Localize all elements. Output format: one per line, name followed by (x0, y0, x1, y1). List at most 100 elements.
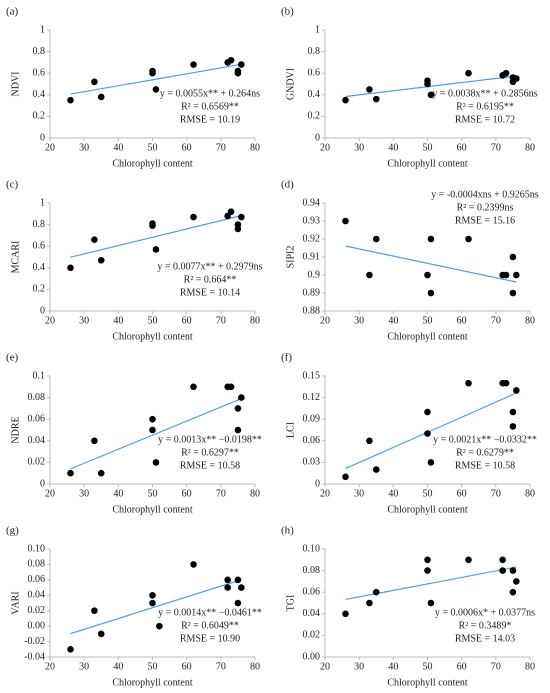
x-tick-label: 60 (457, 661, 467, 672)
data-point (91, 607, 98, 615)
x-tick-label: 80 (250, 315, 260, 326)
data-point (224, 584, 231, 591)
data-point (91, 236, 98, 244)
x-axis-label: Chlorophyll content (112, 677, 192, 688)
x-tick-label: 70 (216, 661, 226, 672)
data-point (465, 69, 472, 77)
data-point (234, 576, 242, 584)
y-tick-label: 0.2 (308, 111, 321, 122)
trend-line (345, 75, 517, 98)
x-axis-label: Chlorophyll content (112, 158, 192, 169)
annotation: R² = 0.6049** (181, 620, 239, 631)
y-tick-label: 0.8 (33, 46, 46, 57)
x-tick-label: 20 (320, 315, 330, 326)
annotation: y = 0.0014x** −0.0461** (158, 607, 262, 618)
y-tick-label: 0 (315, 478, 320, 489)
y-tick-label: 0.91 (303, 251, 321, 262)
x-axis-label: Chlorophyll content (387, 677, 467, 688)
annotation: RMSE = 10.19 (180, 114, 240, 125)
data-point (152, 246, 160, 253)
data-point (91, 437, 98, 445)
data-point (366, 599, 373, 607)
y-tick-label: 0.08 (28, 559, 46, 570)
data-point (424, 408, 431, 416)
data-point (424, 556, 431, 564)
annotation: y = 0.0013x** −0.0198** (158, 434, 262, 445)
y-tick-label: 0.6 (33, 67, 46, 78)
y-tick-label: 0.09 (303, 413, 321, 424)
trend-line (345, 566, 517, 601)
annotation: RMSE = 10.58 (455, 460, 515, 471)
x-tick-label: 30 (354, 315, 364, 326)
y-tick-label: 0 (40, 132, 45, 143)
data-point (502, 69, 510, 77)
y-tick-label: 0.06 (28, 413, 46, 424)
x-tick-label: 60 (457, 142, 467, 153)
data-point (499, 556, 506, 564)
x-tick-label: 40 (388, 661, 398, 672)
x-axis-label: Chlorophyll content (387, 504, 467, 515)
y-tick-label: 0.6 (33, 240, 46, 251)
x-tick-label: 20 (45, 488, 55, 499)
data-point (234, 426, 242, 434)
data-point (366, 437, 373, 445)
y-tick-label: 0.03 (303, 457, 321, 468)
y-axis-label: SIPI2 (285, 246, 296, 269)
trend-line (70, 215, 242, 258)
x-tick-label: 60 (182, 488, 192, 499)
data-point (156, 622, 163, 630)
x-tick-label: 70 (491, 661, 501, 672)
data-point (513, 578, 520, 585)
data-point (190, 383, 197, 391)
data-point (234, 221, 242, 228)
annotation: RMSE = 10.90 (180, 633, 240, 644)
x-tick-label: 60 (182, 315, 192, 326)
x-axis-label: Chlorophyll content (112, 331, 192, 342)
y-tick-label: 0.4 (33, 89, 46, 100)
annotation: R² = 0.6279** (456, 447, 514, 458)
data-point (502, 271, 510, 279)
data-point (190, 213, 197, 221)
y-tick-label: 0.00 (303, 651, 321, 662)
panel-label: (b) (281, 6, 294, 18)
data-point (342, 610, 349, 618)
trend-line (345, 392, 517, 470)
data-point (97, 93, 105, 101)
x-tick-label: 40 (113, 142, 123, 153)
panel-label: (c) (6, 179, 19, 191)
data-point (513, 271, 520, 279)
y-tick-label: 1 (315, 24, 320, 35)
y-axis-label: TGI (285, 595, 296, 612)
y-tick-label: 1 (40, 197, 45, 208)
x-tick-label: 70 (491, 488, 501, 499)
trend-line (345, 245, 517, 283)
y-axis-label: VARI (10, 591, 21, 614)
data-point (465, 379, 472, 387)
y-tick-label: 0.92 (303, 233, 321, 244)
annotation: y = 0.0038x** + 0.2856ns (432, 88, 537, 99)
x-tick-label: 30 (354, 488, 364, 499)
x-tick-label: 50 (148, 315, 158, 326)
y-tick-label: 0.10 (28, 543, 46, 554)
y-tick-label: 0.12 (303, 392, 321, 403)
data-point (67, 96, 74, 104)
data-point (149, 599, 156, 607)
data-point (97, 469, 105, 477)
y-axis-label: LCI (285, 422, 296, 438)
data-point (372, 95, 380, 103)
y-axis-label: MCARI (10, 241, 21, 274)
data-point (97, 256, 105, 264)
x-tick-label: 80 (525, 661, 535, 672)
data-point (372, 466, 380, 473)
y-tick-label: 0.02 (303, 630, 321, 641)
data-point (509, 408, 517, 416)
x-tick-label: 50 (423, 488, 433, 499)
data-point (366, 271, 373, 279)
y-axis-label: GNDVI (285, 68, 296, 100)
x-tick-label: 80 (525, 315, 535, 326)
data-point (238, 213, 245, 221)
annotation: R² = 0.6569** (181, 101, 239, 112)
y-axis-label: NDRE (10, 416, 21, 443)
data-point (342, 96, 349, 104)
panel-label: (f) (281, 352, 292, 364)
